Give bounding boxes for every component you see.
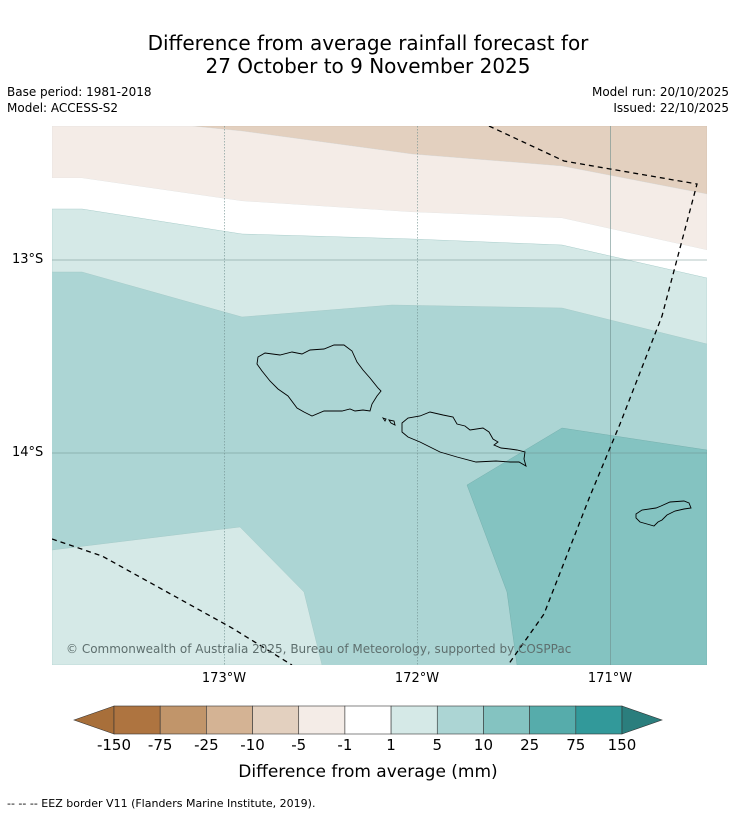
- colorbar-cell: [159, 705, 207, 735]
- title-line-2: 27 October to 9 November 2025: [205, 54, 531, 78]
- colorbar-cell: [206, 705, 253, 735]
- colorbar-cell: [436, 705, 484, 735]
- lon-label-171w: 171°W: [587, 671, 633, 686]
- colorbar-cell: [252, 705, 300, 735]
- base-period: Base period: 1981-2018: [7, 85, 152, 99]
- apolima-island: [381, 417, 387, 422]
- eez-footnote: -- -- -- EEZ border V11 (Flanders Marine…: [7, 797, 316, 810]
- colorbar-tick-label: 150: [607, 736, 637, 754]
- colorbar-tick-label: 5: [432, 736, 443, 754]
- colorbar-cell: [344, 705, 392, 735]
- model-run: Model run: 20/10/2025: [591, 85, 729, 99]
- colorbar-cell: [575, 705, 623, 735]
- zone-wet-1-5-north: [52, 208, 707, 345]
- islands: [256, 344, 692, 527]
- colorbar-arrow-left: [73, 705, 115, 735]
- tutuila-island: [635, 500, 692, 527]
- gridlines: [52, 126, 707, 665]
- copyright-text: © Commonwealth of Australia 2025, Bureau…: [66, 642, 571, 656]
- colorbar-cell: [483, 705, 530, 735]
- lat-label-13s: 13°S: [12, 252, 44, 267]
- map-area: © Commonwealth of Australia 2025, Bureau…: [52, 126, 707, 665]
- colorbar-tick-label: -1: [337, 736, 353, 754]
- colorbar-label: Difference from average (mm): [238, 762, 498, 782]
- zone-wet-1-5-south: [52, 526, 323, 665]
- colorbar-tick-label: -150: [96, 736, 132, 754]
- meta-right: Model run: 20/10/2025 Issued: 22/10/2025: [592, 84, 729, 116]
- colorbar-arrow-right: [621, 705, 663, 735]
- model-name: Model: ACCESS-S2: [7, 101, 119, 115]
- colorbar-tick-label: -25: [194, 736, 219, 754]
- eez-border: [52, 126, 698, 665]
- eez-border-south-west: [52, 538, 293, 665]
- manono-island: [388, 419, 396, 426]
- savaii-island: [256, 344, 382, 417]
- colorbar-tick-label: 75: [566, 736, 586, 754]
- lon-label-173w: 173°W: [201, 671, 247, 686]
- colorbar-tick-label: -5: [291, 736, 307, 754]
- lon-label-172w: 172°W: [394, 671, 440, 686]
- upolu-island: [401, 411, 527, 467]
- colorbar-cell: [390, 705, 438, 735]
- zone-wet-10-25: [466, 427, 707, 665]
- colorbar-tick-label: 1: [386, 736, 396, 754]
- colorbar-cell: [529, 705, 577, 735]
- colorbar-cells: [113, 705, 623, 735]
- title-line-1: Difference from average rainfall forecas…: [147, 31, 589, 55]
- map-svg: © Commonwealth of Australia 2025, Bureau…: [52, 126, 707, 665]
- lat-label-14s: 14°S: [12, 445, 44, 460]
- colorbar: [73, 705, 663, 735]
- colorbar-tick-label: 25: [520, 736, 540, 754]
- colorbar-tick-label: -75: [147, 736, 173, 754]
- colorbar-tick-label: -10: [240, 736, 265, 754]
- chart-title: Difference from average rainfall forecas…: [0, 32, 736, 78]
- colorbar-cell: [113, 705, 161, 735]
- zone-neutral: [52, 178, 707, 278]
- issued-date: Issued: 22/10/2025: [613, 101, 729, 115]
- meta-left: Base period: 1981-2018 Model: ACCESS-S2: [7, 84, 152, 116]
- colorbar-cell: [298, 705, 346, 735]
- colorbar-tick-label: 10: [473, 736, 493, 754]
